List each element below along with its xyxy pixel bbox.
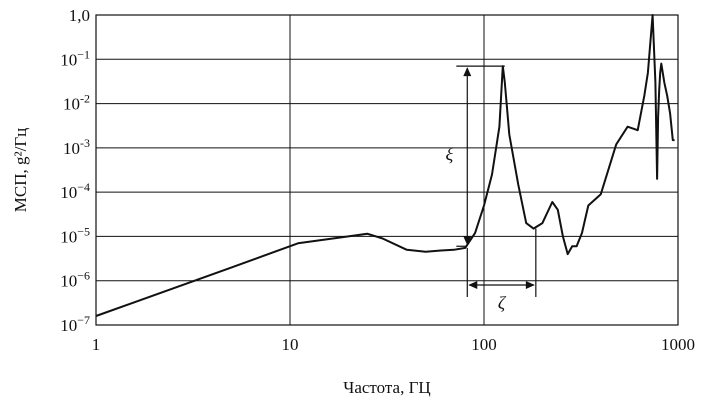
- y-tick-labels: 1,010−110-210-310−410−510−610−7: [60, 6, 90, 335]
- y-tick-label: 10-2: [63, 92, 90, 114]
- xi-arrow-top: [463, 67, 472, 77]
- x-tick-label: 1: [92, 335, 101, 354]
- y-axis-label: МСП, g²/Гц: [11, 128, 30, 212]
- x-tick-labels: 1 10 100 1000: [92, 335, 695, 354]
- y-tick-exponent: -2: [80, 92, 90, 106]
- y-tick-base: 10: [60, 50, 77, 69]
- x-tick-label: 100: [471, 335, 497, 354]
- y-tick-label: 10−4: [60, 180, 90, 202]
- psd-series-line: [95, 14, 675, 317]
- y-tick-base: 10: [63, 139, 80, 158]
- y-tick-exponent: −7: [77, 313, 90, 327]
- zeta-label: ζ: [498, 293, 507, 313]
- y-tick-label: 1,0: [69, 6, 90, 25]
- y-tick-base: 10: [63, 95, 80, 114]
- y-tick-base: 10: [60, 316, 77, 335]
- y-tick-label: 10-3: [63, 136, 90, 158]
- y-tick-label: 10−1: [60, 47, 90, 69]
- y-tick-base: 10: [60, 183, 77, 202]
- y-tick-exponent: −6: [77, 269, 90, 283]
- zeta-arrow-left: [468, 281, 478, 290]
- plot-frame: [95, 14, 679, 326]
- y-tick-base: 10: [60, 227, 77, 246]
- y-tick-exponent: −4: [77, 180, 90, 194]
- x-axis-label: Частота, ГЦ: [343, 378, 430, 397]
- y-tick-exponent: -3: [80, 136, 90, 150]
- y-tick-exponent: −1: [77, 47, 90, 61]
- y-tick-label: 10−7: [60, 313, 90, 335]
- grid-lines: [96, 15, 678, 325]
- y-tick-label: 10−6: [60, 269, 90, 291]
- y-tick-base: 10: [60, 272, 77, 291]
- xi-label: ξ: [446, 144, 454, 164]
- y-tick-exponent: −5: [77, 224, 90, 238]
- x-tick-label: 1000: [661, 335, 695, 354]
- zeta-arrow-right: [525, 281, 535, 290]
- x-tick-label: 10: [282, 335, 299, 354]
- xi-arrow-bottom: [463, 236, 472, 246]
- annotations: ξζ: [446, 65, 537, 313]
- y-tick-label: 10−5: [60, 224, 90, 246]
